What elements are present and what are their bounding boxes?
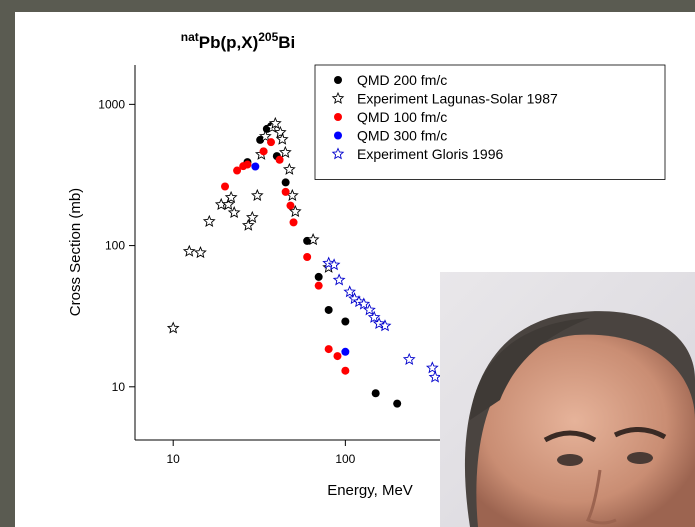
- star-point: [275, 132, 289, 145]
- title-superscript: nat: [181, 30, 199, 44]
- star-point: [224, 190, 238, 203]
- point: [341, 317, 350, 326]
- star-point: [428, 370, 442, 383]
- chart-title: natPb(p,X)205Bi: [181, 30, 296, 52]
- face: [476, 334, 695, 527]
- y-tick-label: 100: [105, 239, 125, 253]
- star-point: [343, 285, 356, 298]
- photo: [440, 272, 695, 527]
- point: [275, 155, 284, 164]
- star-point: [227, 206, 241, 219]
- legend-label: QMD 200 fm/c: [357, 72, 447, 88]
- legend-label: QMD 300 fm/c: [357, 128, 447, 144]
- point: [324, 345, 333, 354]
- legend-label: QMD 100 fm/c: [357, 109, 447, 125]
- nose: [585, 469, 617, 525]
- legend-label: Experiment Lagunas-Solar 1987: [357, 91, 558, 107]
- x-tick-label: 10: [167, 452, 181, 466]
- point: [289, 218, 298, 227]
- point: [324, 305, 333, 314]
- legend-box: [314, 64, 666, 180]
- star-point: [332, 273, 346, 286]
- eye: [627, 452, 653, 464]
- star-point: [363, 303, 376, 316]
- star-point: [372, 317, 386, 330]
- brow: [613, 427, 667, 440]
- point: [314, 272, 323, 281]
- y-axis-label: Cross Section (mb): [67, 188, 84, 316]
- legend-marker: [331, 91, 345, 104]
- title-superscript: 205: [258, 30, 278, 44]
- point: [286, 201, 295, 210]
- legend-marker: [334, 76, 342, 84]
- star-point: [327, 258, 341, 271]
- eye: [557, 454, 583, 466]
- star-point: [246, 210, 259, 223]
- star-point: [306, 233, 320, 246]
- star-point: [268, 116, 282, 129]
- point: [393, 399, 402, 408]
- star-point: [241, 218, 255, 231]
- y-tick-label: 1000: [98, 97, 125, 111]
- point: [256, 135, 265, 144]
- star-point: [250, 188, 264, 201]
- star-point: [282, 162, 296, 175]
- legend-marker: [331, 147, 345, 160]
- point: [314, 281, 323, 290]
- star-point: [202, 214, 216, 227]
- legend-marker: [334, 131, 342, 140]
- point: [333, 352, 342, 361]
- legend-label: Experiment Gloris 1996: [357, 146, 504, 162]
- point: [341, 347, 350, 356]
- star-point: [221, 197, 235, 211]
- x-tick-label: 100: [335, 452, 355, 466]
- point: [251, 162, 260, 171]
- title-text: Bi: [278, 33, 295, 52]
- star-point: [194, 246, 207, 259]
- star-point: [402, 352, 416, 365]
- point: [233, 166, 242, 175]
- point: [281, 187, 290, 196]
- star-point: [425, 361, 439, 374]
- star-point: [258, 129, 272, 142]
- legend-marker: [334, 113, 342, 121]
- title-text: Pb(p,X): [199, 33, 259, 52]
- y-tick-label: 10: [112, 380, 126, 394]
- point: [243, 160, 252, 169]
- star-point: [378, 319, 392, 332]
- star-point: [166, 321, 180, 334]
- star-point: [278, 145, 292, 158]
- point: [371, 389, 380, 398]
- star-point: [182, 244, 196, 257]
- point: [259, 147, 268, 156]
- point: [303, 253, 312, 262]
- brow: [543, 430, 597, 443]
- star-point: [288, 204, 302, 218]
- star-point: [367, 310, 381, 323]
- plot: 10 100 10 100 1000 Energy, MeV Cross Section (…: [67, 64, 673, 499]
- point: [267, 138, 276, 147]
- x-axis-label: Energy, MeV: [327, 482, 413, 499]
- point: [281, 178, 290, 187]
- point: [341, 366, 350, 375]
- point: [221, 182, 230, 191]
- star-point: [357, 297, 371, 310]
- hair-side: [470, 318, 590, 420]
